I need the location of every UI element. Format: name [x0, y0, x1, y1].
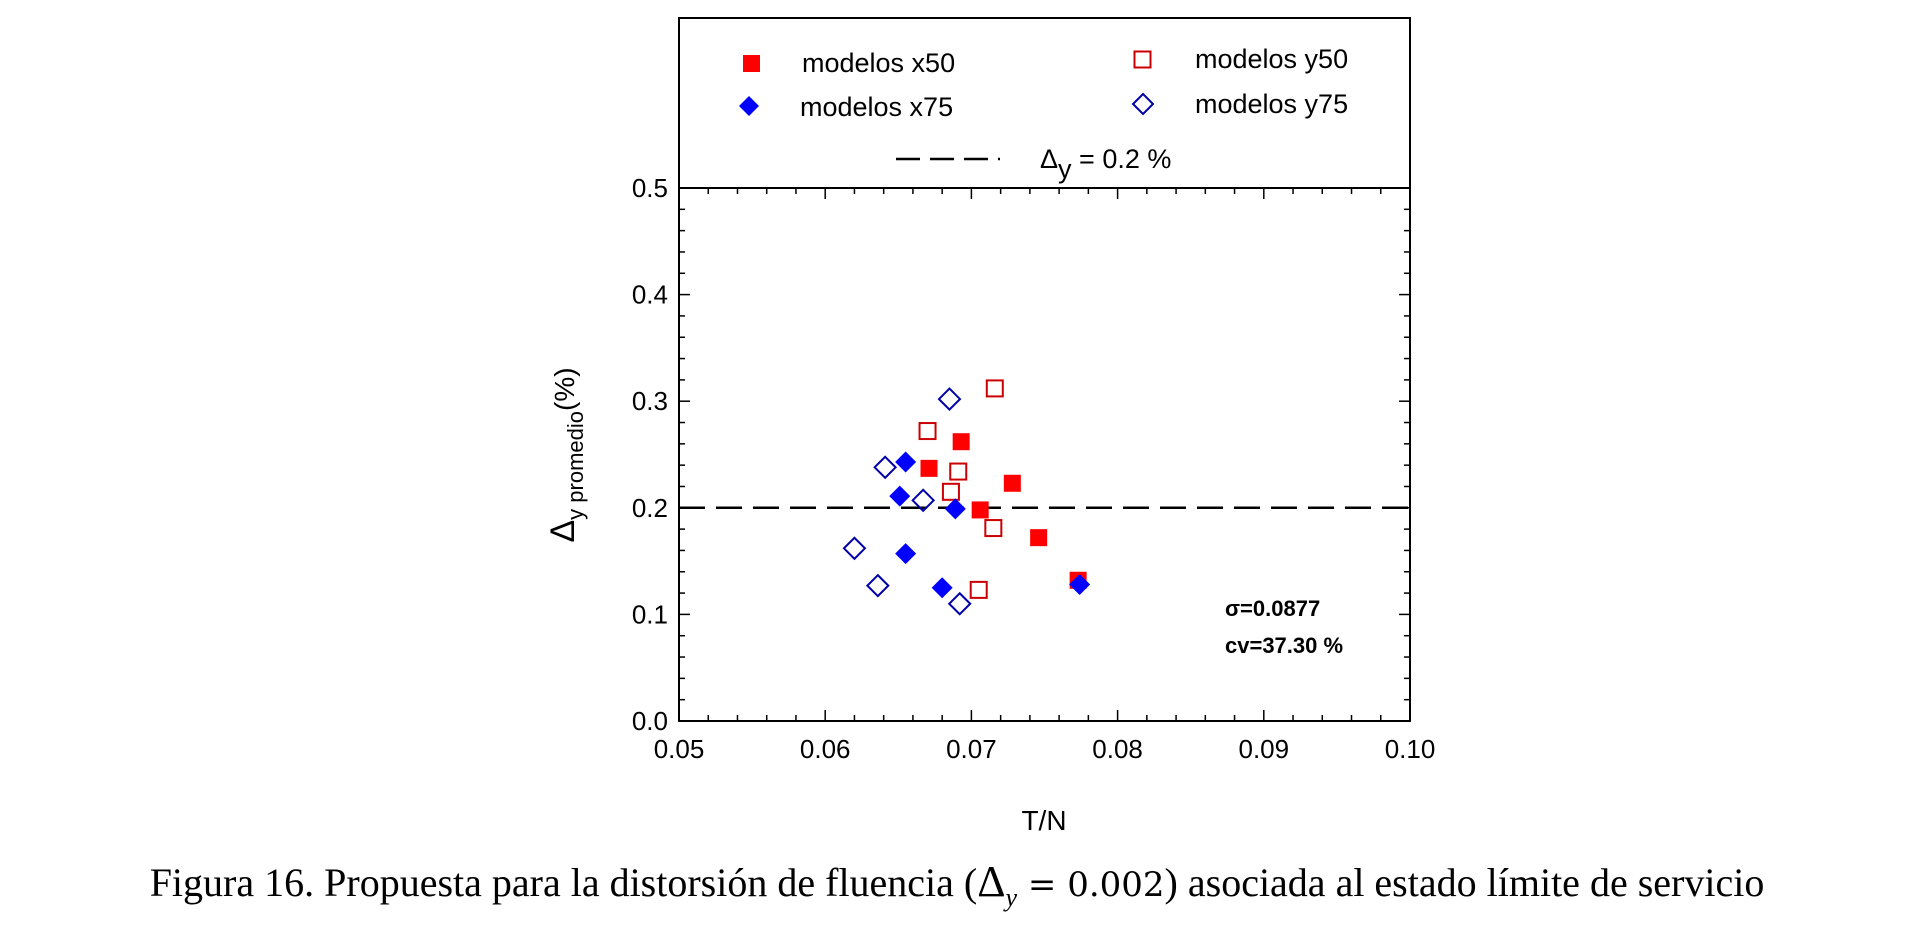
legend-marker-x50 — [743, 55, 760, 72]
y-tick-label: 0.5 — [632, 173, 668, 203]
x-tick-labels: 0.05 0.06 0.07 0.08 0.09 0.10 — [654, 734, 1436, 764]
point-modelos-y75 — [842, 536, 867, 561]
x-tick-label: 0.08 — [1092, 734, 1143, 764]
caption-suffix: ) asociada al estado límite de servicio — [1164, 860, 1765, 905]
point-modelos-y50 — [949, 462, 968, 481]
point-modelos-x50 — [1003, 474, 1021, 492]
legend-marker-x75 — [739, 96, 759, 116]
caption-equation: = 0.002 — [1017, 865, 1165, 905]
legend-label-y75: modelos y75 — [1195, 89, 1348, 119]
point-modelos-y50 — [984, 519, 1003, 538]
point-modelos-y50 — [985, 379, 1004, 398]
legend-reference-delta: Δ — [1040, 144, 1058, 174]
point-modelos-y75 — [865, 573, 890, 598]
legend-reference-value: = 0.2 % — [1072, 144, 1172, 174]
legend-reference-label: Δy = 0.2 % — [1040, 144, 1171, 184]
point-modelos-x50 — [952, 433, 970, 451]
scatter-chart: 0.05 0.06 0.07 0.08 0.09 0.10 0.0 0.1 0.2 0.3 0.4… — [544, 17, 1436, 836]
point-modelos-x50 — [920, 459, 938, 477]
annotation-sigma: σ=0.0877 — [1225, 596, 1320, 621]
y-tick-label: 0.2 — [632, 493, 668, 523]
y-tick-labels: 0.0 0.1 0.2 0.3 0.4 0.5 — [632, 173, 668, 736]
legend-label-y50: modelos y50 — [1195, 44, 1348, 74]
y-tick-label: 0.0 — [632, 706, 668, 736]
point-modelos-y75 — [947, 591, 972, 616]
annotation-cv: cv=37.30 % — [1225, 633, 1343, 658]
point-modelos-y75 — [937, 387, 962, 411]
x-tick-label: 0.07 — [946, 734, 997, 764]
y-axis-title-sub: y promedio — [563, 411, 588, 520]
point-modelos-x75 — [895, 451, 917, 473]
y-tick-label: 0.1 — [632, 599, 668, 629]
point-modelos-y50 — [918, 422, 937, 441]
point-modelos-y75 — [911, 488, 936, 513]
point-modelos-y75 — [873, 455, 898, 480]
point-modelos-x50 — [1030, 529, 1048, 547]
axis-ticks — [678, 187, 1411, 722]
point-modelos-y50 — [941, 482, 960, 501]
legend-label-x50: modelos x50 — [802, 48, 955, 78]
caption-delta: Δ — [977, 857, 1006, 906]
legend-marker-y50 — [1133, 50, 1152, 69]
point-modelos-y50 — [969, 580, 988, 599]
y-axis-title-main: Δ — [544, 520, 582, 543]
x-tick-label: 0.09 — [1238, 734, 1289, 764]
figure-caption: Figura 16. Propuesta para la distorsión … — [0, 856, 1914, 913]
y-axis-title-suffix: (%) — [549, 367, 580, 411]
data-points — [842, 379, 1091, 616]
x-tick-label: 0.06 — [800, 734, 851, 764]
legend-marker-y75 — [1131, 92, 1155, 116]
point-modelos-x75 — [895, 543, 917, 565]
y-tick-label: 0.4 — [632, 280, 668, 310]
point-modelos-x50 — [971, 501, 989, 519]
x-tick-label: 0.10 — [1385, 734, 1436, 764]
caption-prefix: Figura 16. Propuesta para la distorsión … — [149, 860, 978, 905]
x-tick-label: 0.05 — [654, 734, 705, 764]
y-axis-title: Δy promedio(%) — [544, 367, 588, 542]
caption-sub: y — [1005, 883, 1018, 912]
x-axis-title: T/N — [1021, 805, 1066, 836]
legend-label-x75: modelos x75 — [800, 92, 953, 122]
legend-reference-sub: y — [1058, 154, 1072, 184]
point-modelos-x75 — [931, 577, 953, 599]
point-modelos-x75 — [944, 498, 966, 520]
y-tick-label: 0.3 — [632, 386, 668, 416]
plot-frame — [678, 187, 1411, 722]
point-modelos-x75 — [1069, 574, 1091, 596]
point-modelos-x75 — [889, 485, 911, 507]
